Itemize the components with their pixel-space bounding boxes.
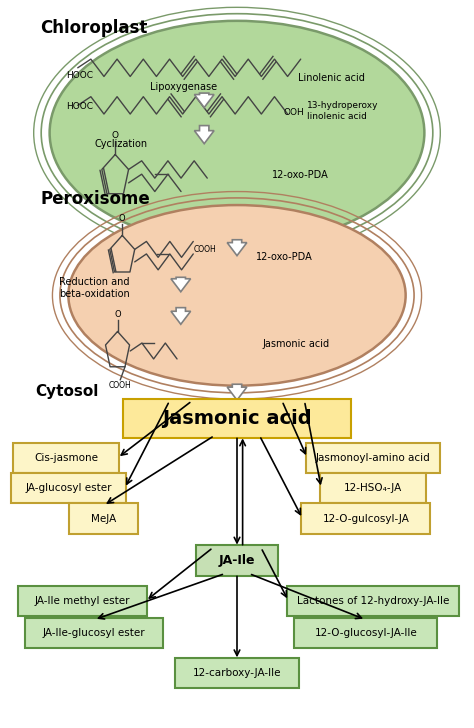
Text: Chloroplast: Chloroplast xyxy=(40,19,147,37)
Text: HOOC: HOOC xyxy=(66,102,93,111)
Text: JA-Ile: JA-Ile xyxy=(219,554,255,567)
FancyArrow shape xyxy=(194,93,214,108)
FancyBboxPatch shape xyxy=(25,617,164,648)
Text: JA-Ile methyl ester: JA-Ile methyl ester xyxy=(35,596,130,606)
Text: Lactones of 12-hydroxy-JA-Ile: Lactones of 12-hydroxy-JA-Ile xyxy=(297,596,449,606)
FancyBboxPatch shape xyxy=(11,473,126,504)
Text: Cyclization: Cyclization xyxy=(94,138,147,149)
Text: O: O xyxy=(119,214,126,223)
Text: COOH: COOH xyxy=(109,381,132,390)
Text: 12-oxo-PDA: 12-oxo-PDA xyxy=(272,170,329,180)
Text: Cis-jasmone: Cis-jasmone xyxy=(34,453,98,463)
Text: Jasmonoyl-amino acid: Jasmonoyl-amino acid xyxy=(316,453,430,463)
FancyArrow shape xyxy=(227,384,247,400)
Text: 12-O-glucosyl-JA-Ile: 12-O-glucosyl-JA-Ile xyxy=(314,628,417,638)
FancyArrow shape xyxy=(171,308,191,324)
Text: Peroxisome: Peroxisome xyxy=(40,190,150,208)
Text: JA-glucosyl ester: JA-glucosyl ester xyxy=(25,483,111,494)
FancyBboxPatch shape xyxy=(69,504,137,534)
Text: 13-hydroperoxy
linolenic acid: 13-hydroperoxy linolenic acid xyxy=(307,101,379,121)
Text: 12-carboxy-JA-Ile: 12-carboxy-JA-Ile xyxy=(193,668,281,678)
FancyBboxPatch shape xyxy=(196,545,278,576)
FancyBboxPatch shape xyxy=(320,473,426,504)
FancyBboxPatch shape xyxy=(306,443,440,473)
Text: Reduction and
beta-oxidation: Reduction and beta-oxidation xyxy=(59,277,130,299)
FancyBboxPatch shape xyxy=(18,586,147,616)
Text: Jasmonic acid: Jasmonic acid xyxy=(162,408,312,427)
FancyArrow shape xyxy=(194,126,214,143)
Text: O: O xyxy=(114,310,121,319)
FancyBboxPatch shape xyxy=(123,399,351,438)
FancyBboxPatch shape xyxy=(175,658,299,689)
FancyArrow shape xyxy=(171,277,191,292)
FancyBboxPatch shape xyxy=(287,586,458,616)
FancyArrow shape xyxy=(227,240,247,256)
Ellipse shape xyxy=(50,21,424,245)
Text: COOH: COOH xyxy=(193,245,216,254)
Text: OOH: OOH xyxy=(284,108,305,117)
FancyBboxPatch shape xyxy=(13,443,119,473)
Text: Linolenic acid: Linolenic acid xyxy=(298,73,365,83)
Text: Jasmonic acid: Jasmonic acid xyxy=(263,339,330,349)
FancyBboxPatch shape xyxy=(301,504,430,534)
FancyBboxPatch shape xyxy=(294,617,438,648)
Text: O: O xyxy=(112,131,118,140)
Text: HOOC: HOOC xyxy=(66,71,93,79)
Text: MeJA: MeJA xyxy=(91,513,116,523)
Text: Cytosol: Cytosol xyxy=(36,384,99,399)
Text: 12-HSO₄-JA: 12-HSO₄-JA xyxy=(344,483,402,494)
Text: JA-Ile-glucosyl ester: JA-Ile-glucosyl ester xyxy=(43,628,146,638)
Text: Lipoxygenase: Lipoxygenase xyxy=(150,82,218,92)
Text: 12-oxo-PDA: 12-oxo-PDA xyxy=(256,252,312,262)
Ellipse shape xyxy=(68,205,406,386)
Text: 12-O-gulcosyl-JA: 12-O-gulcosyl-JA xyxy=(322,513,409,523)
